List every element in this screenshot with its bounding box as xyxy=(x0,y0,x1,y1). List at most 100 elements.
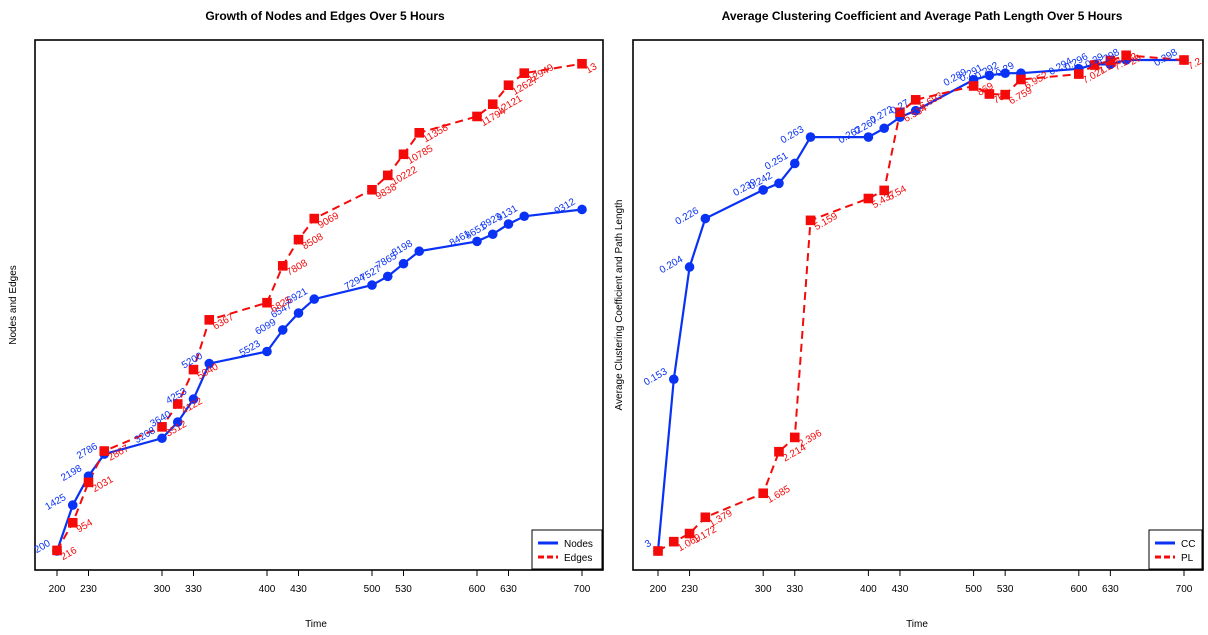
data-point-cc xyxy=(879,123,889,134)
data-point-nodes xyxy=(398,258,409,269)
data-point-cc xyxy=(684,262,695,272)
chart-title: Growth of Nodes and Edges Over 5 Hours xyxy=(205,9,445,23)
data-point-edges xyxy=(52,545,62,556)
data-point-pl xyxy=(1016,74,1026,85)
legend-label-cc: CC xyxy=(1181,539,1195,550)
data-point-pl xyxy=(910,95,921,105)
data-point-cc xyxy=(805,132,816,142)
series-line-edges xyxy=(56,62,583,551)
data-labels: 2001425219827863208364042535200552360996… xyxy=(33,61,600,563)
data-point-nodes xyxy=(472,236,482,247)
data-point-cc xyxy=(863,132,874,142)
data-label-cc: 0.153 xyxy=(642,366,670,388)
data-point-pl xyxy=(700,512,711,523)
data-point-pl xyxy=(984,89,995,99)
data-point-pl xyxy=(968,81,979,91)
data-point-pl xyxy=(653,546,663,556)
data-label-edges: 6367 xyxy=(211,312,236,333)
data-point-nodes xyxy=(277,325,288,335)
data-label-cc: 3 xyxy=(643,538,654,551)
data-point-nodes xyxy=(519,211,530,222)
x-axis-ticks: 200 230 300 330 400 430 500 530 600 630 700 xyxy=(49,570,591,595)
series-lines xyxy=(55,62,583,552)
data-label-pl: 26 xyxy=(1128,53,1144,68)
data-label-edges: 10222 xyxy=(390,164,420,188)
x-tick-label: 600 xyxy=(1070,584,1087,595)
data-point-cc xyxy=(984,70,995,81)
chart-title: Average Clustering Coefficient and Avera… xyxy=(722,9,1123,23)
data-point-nodes xyxy=(414,246,425,257)
data-point-pl xyxy=(668,536,679,547)
series-markers xyxy=(52,58,587,556)
legend: CC PL xyxy=(1148,529,1203,570)
legend-label-pl: PL xyxy=(1181,553,1194,564)
x-tick-label: 530 xyxy=(395,584,412,595)
data-point-nodes xyxy=(188,394,199,404)
data-point-nodes xyxy=(309,294,320,304)
data-point-edges xyxy=(67,517,78,528)
data-label-nodes: 9312 xyxy=(553,196,578,217)
data-point-nodes xyxy=(293,308,304,318)
data-label-edges: 11358 xyxy=(421,122,450,145)
data-label-edges: 5040 xyxy=(196,361,221,382)
data-label-pl: 1.685 xyxy=(765,484,793,506)
x-tick-label: 430 xyxy=(290,584,307,595)
plot-frame xyxy=(34,39,604,571)
panel-nodes-edges: Growth of Nodes and Edges Over 5 Hours N… xyxy=(8,9,604,630)
x-tick-label: 230 xyxy=(681,584,698,595)
x-tick-label: 330 xyxy=(185,584,202,595)
data-label-edges: 2867 xyxy=(106,443,131,464)
data-point-nodes xyxy=(262,346,272,357)
data-point-cc xyxy=(1000,68,1010,79)
data-point-edges xyxy=(472,111,482,122)
x-tick-label: 300 xyxy=(755,584,772,595)
x-tick-label: 230 xyxy=(80,584,97,595)
data-point-edges xyxy=(503,80,514,91)
x-tick-label: 400 xyxy=(259,584,276,595)
data-label-pl: 5.54 xyxy=(886,184,909,203)
data-label-nodes: 2198 xyxy=(59,463,84,484)
data-point-edges xyxy=(172,399,183,409)
data-point-pl xyxy=(789,432,800,443)
data-label-edges: 13 xyxy=(584,61,600,76)
series-line-pl xyxy=(657,54,1185,552)
data-point-nodes xyxy=(487,229,498,240)
data-point-edges xyxy=(398,149,409,160)
series-line-cc xyxy=(656,58,1184,552)
data-label-edges: 4122 xyxy=(180,396,205,417)
data-point-nodes xyxy=(367,280,377,290)
data-point-pl xyxy=(1000,89,1010,100)
data-point-edges xyxy=(487,99,498,109)
x-tick-label: 430 xyxy=(892,584,909,595)
data-point-cc xyxy=(758,185,768,195)
data-point-edges xyxy=(577,58,587,69)
data-label-edges: 2031 xyxy=(91,474,116,495)
x-axis-ticks: 200 230 300 330 400 430 500 530 600 630 700 xyxy=(650,570,1193,595)
legend-label-nodes: Nodes xyxy=(564,539,593,550)
data-point-edges xyxy=(83,477,94,488)
data-point-edges xyxy=(262,297,272,308)
data-point-nodes xyxy=(503,219,514,229)
data-label-edges: 10785 xyxy=(406,143,436,167)
y-axis-label: Average Clustering Coefficient and Path … xyxy=(614,200,625,411)
data-label-nodes: 8198 xyxy=(390,238,415,259)
data-label-cc: 0.204 xyxy=(658,254,686,276)
data-point-pl xyxy=(895,107,905,118)
data-label-pl: 1.379 xyxy=(707,508,735,530)
data-label-nodes: 1425 xyxy=(43,492,68,513)
data-point-edges xyxy=(367,184,377,195)
data-point-edges xyxy=(414,127,425,138)
data-label-cc: 0.251 xyxy=(763,150,791,172)
x-tick-label: 400 xyxy=(860,584,877,595)
series-lines xyxy=(656,54,1185,552)
legend-box xyxy=(531,529,603,570)
data-label-edges: 8508 xyxy=(301,231,326,252)
x-tick-label: 700 xyxy=(1176,584,1193,595)
data-point-nodes xyxy=(382,271,393,282)
data-point-pl xyxy=(805,215,816,226)
data-point-edges xyxy=(188,364,199,375)
data-point-edges xyxy=(204,315,215,325)
data-point-pl xyxy=(1179,55,1189,65)
